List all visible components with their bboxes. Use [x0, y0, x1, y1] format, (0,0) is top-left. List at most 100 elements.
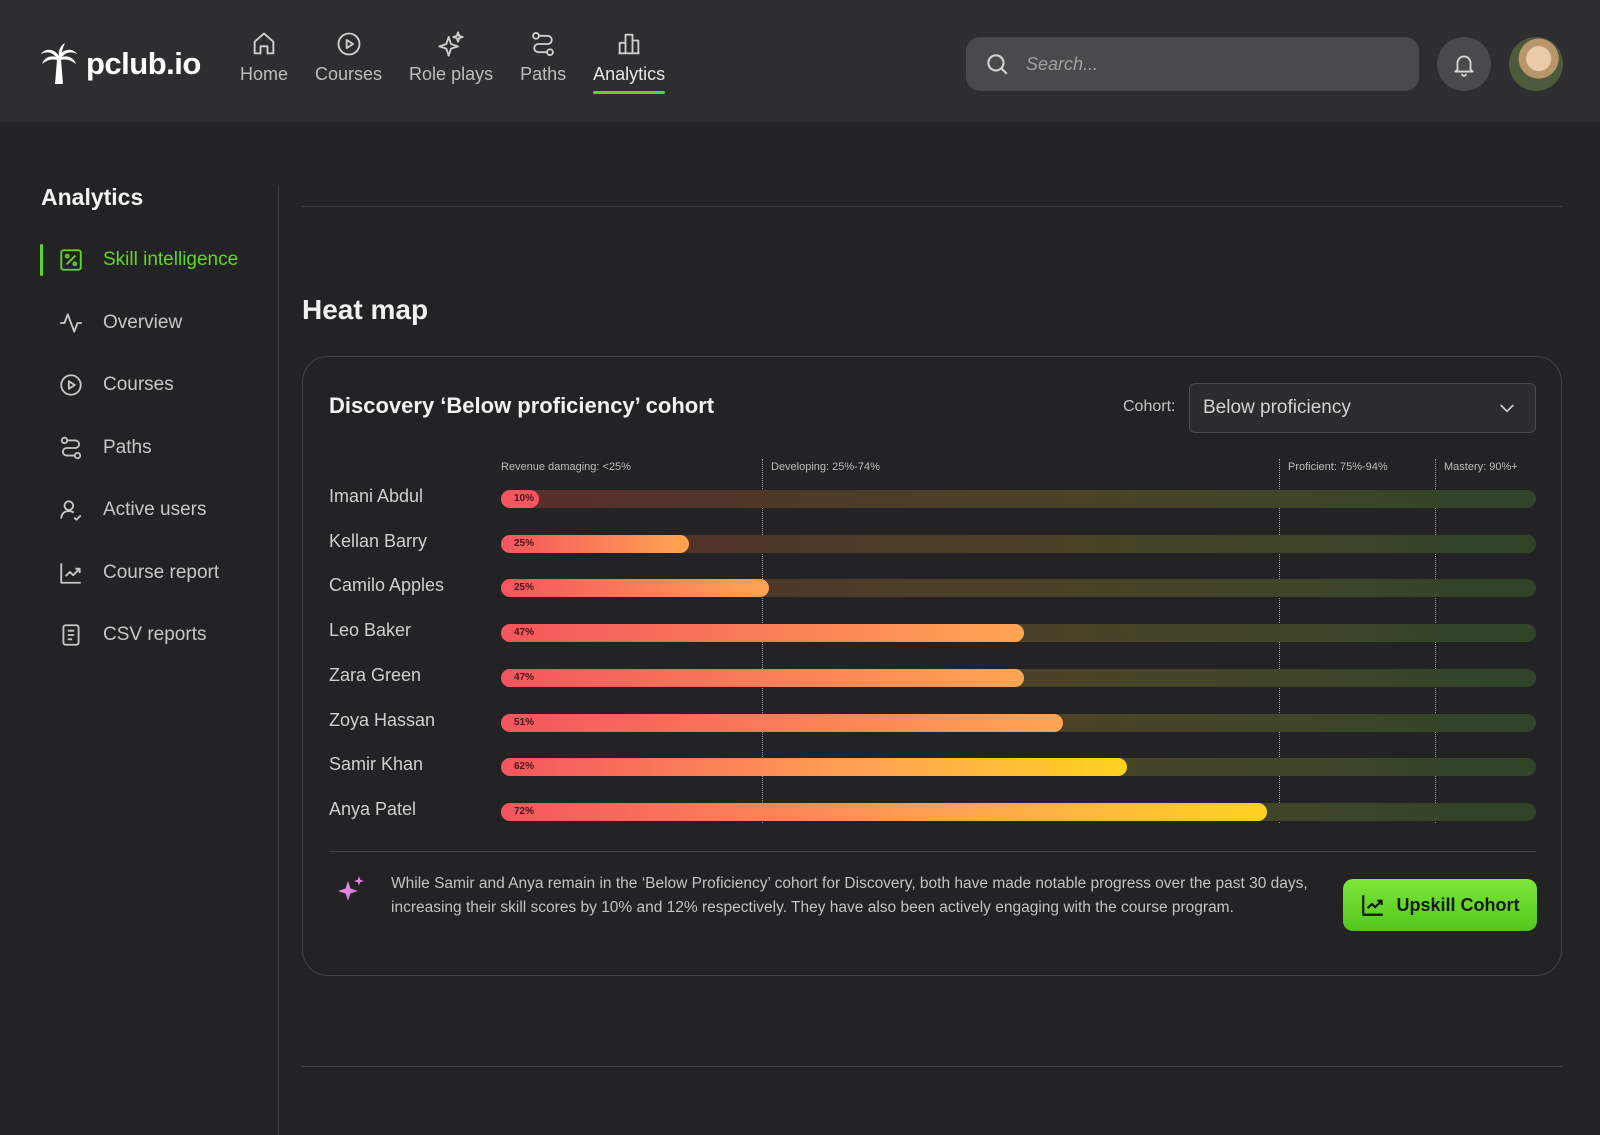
- bar-value-label: 47%: [514, 627, 535, 639]
- home-icon: [253, 32, 275, 55]
- bar-fill: 72%: [501, 802, 1267, 821]
- sidebar-item-course-report[interactable]: Course report: [40, 557, 238, 589]
- nav-paths[interactable]: Paths: [520, 30, 566, 85]
- chevron-down-icon: [1500, 404, 1514, 413]
- bar-value-label: 62%: [514, 761, 535, 773]
- nav-home[interactable]: Home: [240, 30, 288, 85]
- nav-courses[interactable]: Courses: [315, 30, 382, 85]
- cohort-select-value: Below proficiency: [1203, 397, 1351, 418]
- cohort-label: Cohort:: [1123, 398, 1176, 415]
- top-bar: pclub.io Home Courses Role plays Paths A…: [0, 0, 1600, 122]
- row-name: Zoya Hassan: [329, 709, 436, 730]
- sidebar-item-label: Overview: [103, 311, 183, 333]
- card-divider: [329, 851, 1536, 852]
- play-circle-icon: [337, 32, 360, 56]
- document-icon: [62, 624, 80, 646]
- zone-label: Revenue damaging: <25%: [501, 461, 631, 473]
- sidebar-item-active-users[interactable]: Active users: [40, 494, 238, 526]
- bar-track: 47%: [501, 624, 1536, 643]
- sidebar-nav: Skill intelligence Overview Courses Path…: [40, 244, 238, 682]
- sidebar-item-paths[interactable]: Paths: [40, 432, 238, 464]
- sidebar-item-skill-intelligence[interactable]: Skill intelligence: [40, 244, 238, 276]
- row-name: Samir Khan: [329, 754, 424, 775]
- bar-chart-icon: [618, 33, 640, 55]
- sidebar-item-courses[interactable]: Courses: [40, 369, 238, 401]
- bar-value-label: 72%: [514, 805, 535, 817]
- nav-label: Courses: [315, 64, 383, 84]
- percent-square-icon: [60, 249, 82, 271]
- bar-fill: 47%: [501, 668, 1024, 687]
- bar-value-label: 51%: [514, 716, 535, 728]
- row-name: Kellan Barry: [329, 530, 428, 551]
- logo[interactable]: pclub.io: [40, 42, 201, 86]
- play-circle-icon: [60, 374, 82, 396]
- sidebar-item-csv-reports[interactable]: CSV reports: [40, 619, 238, 651]
- sidebar-item-label: Paths: [103, 436, 152, 458]
- zone-label: Mastery: 90%+: [1444, 461, 1518, 473]
- palm-tree-icon: [41, 43, 77, 84]
- card-title: Discovery ‘Below proficiency’ cohort: [329, 393, 715, 418]
- route-icon: [532, 31, 554, 57]
- bar-track: 10%: [501, 490, 1536, 508]
- notifications-button[interactable]: [1437, 37, 1491, 91]
- bar-track: 62%: [501, 758, 1536, 777]
- bar-track: 25%: [501, 534, 1536, 553]
- brand-name: pclub.io: [86, 46, 201, 81]
- bell-icon: [1454, 55, 1474, 77]
- sparkle-icon: [438, 31, 464, 57]
- user-check-icon: [60, 500, 82, 521]
- sidebar-item-label: Active users: [103, 499, 207, 520]
- nav-label: Paths: [520, 64, 567, 84]
- bar-fill: 25%: [501, 534, 689, 553]
- bar-fill: 25%: [501, 579, 769, 598]
- bar-fill: 62%: [501, 758, 1127, 777]
- section-divider: [302, 1066, 1562, 1067]
- heat-map-card: Discovery ‘Below proficiency’ cohort Coh…: [302, 356, 1562, 976]
- cohort-select[interactable]: Below proficiency: [1189, 383, 1536, 433]
- nav-label: Analytics: [593, 64, 666, 84]
- nav-label: Home: [240, 64, 289, 84]
- trend-up-icon: [1362, 895, 1384, 916]
- search-box: [966, 37, 1419, 91]
- nav-role-plays[interactable]: Role plays: [409, 30, 493, 85]
- nav-analytics[interactable]: Analytics: [593, 30, 666, 94]
- line-chart-icon: [60, 562, 81, 584]
- route-icon: [60, 436, 82, 459]
- avatar[interactable]: [1509, 37, 1563, 91]
- zone-label: Proficient: 75%-94%: [1288, 461, 1388, 473]
- row-name: Zara Green: [329, 664, 422, 685]
- bar-track: 72%: [501, 802, 1536, 821]
- bar-track: 47%: [501, 668, 1536, 687]
- sidebar-divider: [278, 185, 279, 1135]
- sidebar-item-label: CSV reports: [103, 624, 207, 645]
- nav-label: Role plays: [409, 64, 494, 84]
- row-name: Camilo Apples: [329, 575, 445, 596]
- upskill-cohort-button[interactable]: Upskill Cohort: [1343, 879, 1537, 931]
- bar-value-label: 47%: [514, 671, 535, 683]
- activity-icon: [60, 312, 82, 333]
- bar-track: 25%: [501, 579, 1536, 598]
- sidebar-item-label: Course report: [103, 561, 220, 583]
- bar-value-label: 25%: [514, 537, 535, 549]
- bar-fill: 51%: [501, 713, 1063, 732]
- ai-sparkle-icon: [338, 876, 364, 901]
- sidebar-item-overview[interactable]: Overview: [40, 307, 238, 339]
- search-input[interactable]: [1026, 53, 1406, 75]
- upskill-button-label: Upskill Cohort: [1396, 894, 1520, 915]
- sidebar-title: Analytics: [41, 184, 144, 210]
- insight-text: While Samir and Anya remain in the ‘Belo…: [391, 875, 1308, 916]
- page-title: Heat map: [302, 294, 429, 325]
- bar-track: 51%: [501, 713, 1536, 732]
- search-icon: [987, 54, 1008, 75]
- bar-value-label: 25%: [514, 582, 535, 594]
- bar-fill: 47%: [501, 624, 1024, 643]
- sidebar-item-label: Skill intelligence: [103, 249, 239, 270]
- row-name: Leo Baker: [329, 620, 412, 641]
- section-divider: [302, 206, 1562, 207]
- bar-fill: 10%: [501, 490, 539, 508]
- sidebar-item-label: Courses: [103, 374, 174, 395]
- bar-value-label: 10%: [514, 493, 535, 504]
- row-name: Imani Abdul: [329, 486, 424, 506]
- main-nav: Home Courses Role plays Paths Analytics: [240, 30, 692, 94]
- row-name: Anya Patel: [329, 798, 417, 819]
